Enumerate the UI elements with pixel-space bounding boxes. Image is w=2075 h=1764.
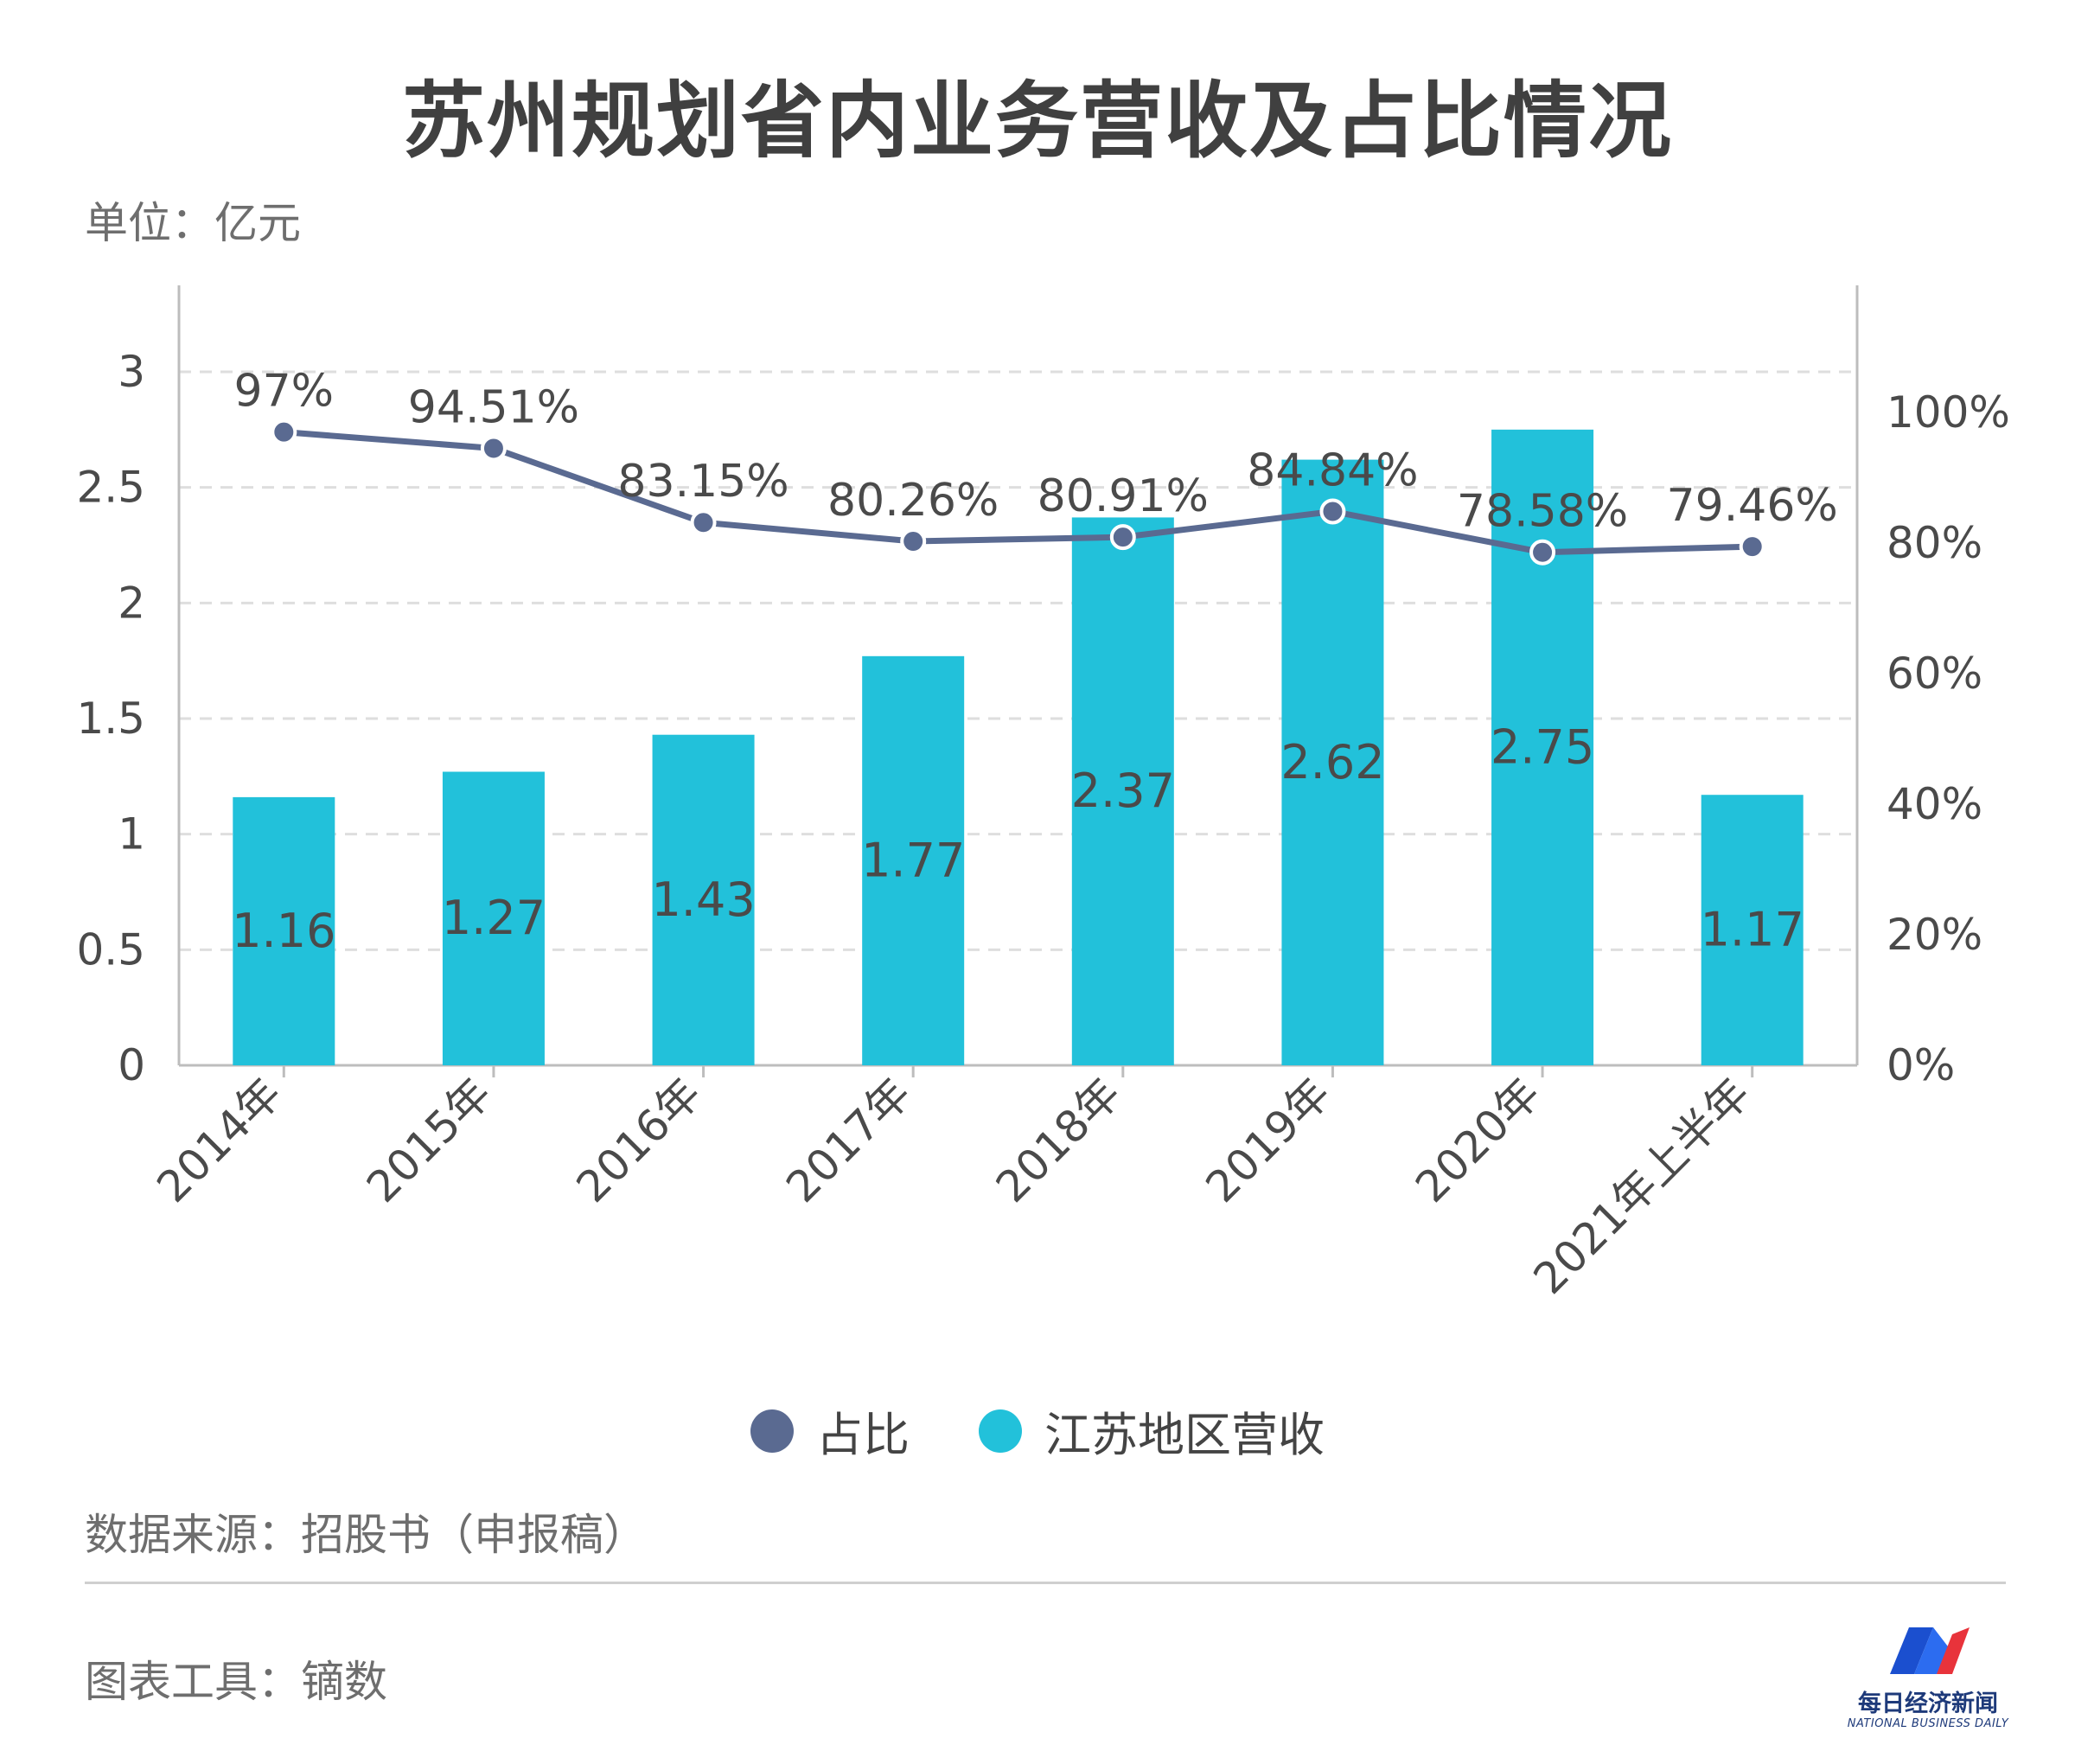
bar-value-label: 1.16 (232, 904, 335, 958)
ratio-point (1739, 534, 1765, 560)
ratio-value-label: 80.91% (1038, 470, 1209, 522)
ratio-point (900, 528, 927, 555)
nbd-logo-icon (1890, 1627, 1970, 1674)
combo-chart: 0 0.5 1 1.5 2 2.5 3 0% 20% 40% 60% 80% 100% 1.16 1.27 1… (76, 285, 2010, 1304)
y-left-tick-label: 2 (118, 578, 145, 628)
bar-value-label: 1.77 (861, 833, 965, 887)
ratio-value-label: 97% (234, 366, 335, 418)
y-right-tick-label: 40% (1887, 779, 1982, 829)
ratio-point (1319, 498, 1346, 525)
y-right-tick-label: 20% (1887, 910, 1982, 960)
bar (442, 771, 545, 1065)
y-right-tick-label: 60% (1887, 649, 1982, 699)
ratio-value-label: 80.26% (827, 475, 999, 527)
chart-tool: 图表工具：镝数 (85, 1657, 387, 1707)
logo-en: NATIONAL BUSINESS DAILY (1847, 1717, 2009, 1730)
bar-value-label: 1.27 (442, 891, 546, 945)
bar (652, 734, 755, 1065)
x-tick-label: 2017年 (776, 1068, 920, 1211)
bar (233, 796, 335, 1065)
logo-name: 每日经济新闻 (1858, 1690, 1998, 1717)
y-right-tick-label: 0% (1887, 1040, 1955, 1090)
y-left-tick-label: 3 (118, 347, 145, 397)
y-right-tick-label: 100% (1887, 387, 2010, 438)
y-left-tick-label: 0 (118, 1040, 145, 1090)
x-tick-label: 2021年上半年 (1524, 1068, 1759, 1303)
data-source: 数据来源：招股书（申报稿） (85, 1510, 647, 1560)
ratio-point (480, 435, 507, 462)
legend-item-ratio[interactable]: 占比 (750, 1396, 910, 1465)
x-tick-label: 2016年 (567, 1068, 711, 1211)
y-left-tick-label: 2.5 (76, 463, 145, 513)
divider (85, 1582, 2006, 1584)
ratio-point (1109, 524, 1136, 551)
unit-label: 单位：亿元 (85, 198, 301, 248)
x-tick-label: 2019年 (1197, 1068, 1340, 1211)
ratio-value-label: 94.51% (408, 381, 579, 433)
bar (1701, 795, 1804, 1065)
ratio-value-label: 78.58% (1457, 486, 1628, 538)
bar-value-label: 1.17 (1701, 903, 1804, 957)
y-left-tick-label: 1 (118, 809, 145, 860)
bar-value-label: 2.37 (1071, 764, 1175, 818)
x-tick-label: 2015年 (357, 1068, 501, 1211)
bar-value-label: 2.75 (1491, 719, 1594, 774)
x-tick-label: 2014年 (147, 1068, 290, 1211)
ratio-point (690, 509, 717, 536)
ratio-value-label: 79.46% (1667, 480, 1838, 532)
bar (1491, 429, 1594, 1065)
ratio-line (284, 429, 1753, 556)
legend-label-revenue: 江苏地区营收 (1044, 1408, 1325, 1462)
y-left-tick-label: 0.5 (76, 924, 145, 975)
legend-dot-revenue (979, 1409, 1022, 1453)
bar (1281, 459, 1384, 1065)
bar (1071, 517, 1174, 1065)
legend-label-ratio: 占比 (816, 1408, 910, 1462)
ratio-value-label: 83.15% (617, 456, 788, 508)
legend: 占比 江苏地区营收 (0, 1396, 2075, 1465)
bar-value-label: 1.43 (651, 872, 755, 927)
y-left-tick-label: 1.5 (76, 693, 145, 744)
legend-dot-ratio (750, 1409, 794, 1453)
bar (862, 655, 965, 1065)
x-tick-label: 2020年 (1406, 1068, 1549, 1211)
x-tick-label: 2018年 (986, 1068, 1130, 1211)
chart-title: 苏州规划省内业务营收及占比情况 (402, 73, 1673, 169)
bar-value-label: 2.62 (1280, 735, 1384, 789)
y-right-tick-label: 80% (1887, 518, 1982, 568)
ratio-value-label: 84.84% (1247, 444, 1418, 496)
ratio-point (271, 419, 297, 445)
legend-item-revenue[interactable]: 江苏地区营收 (979, 1396, 1325, 1465)
ratio-point (1529, 539, 1556, 566)
